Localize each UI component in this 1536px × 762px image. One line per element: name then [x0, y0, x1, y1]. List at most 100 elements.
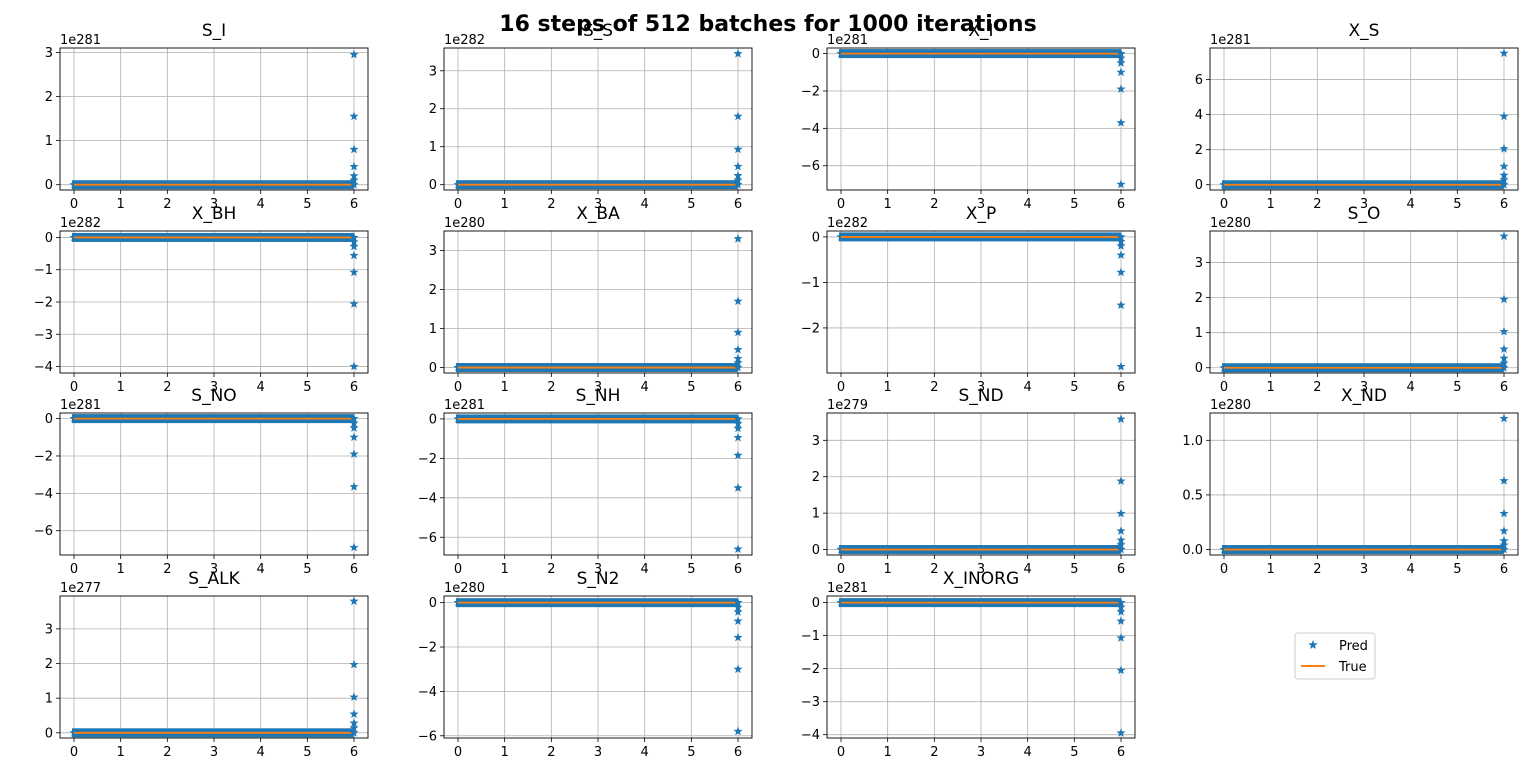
x-tick-label: 0 — [837, 197, 845, 212]
pred-point — [1116, 300, 1126, 310]
axes-frame — [826, 595, 1136, 739]
x-tick-label: 3 — [1360, 380, 1368, 395]
x-tick-label: 0 — [454, 380, 462, 395]
subplot-title: S_ALK — [188, 569, 240, 589]
subplot-title: S_O — [1348, 204, 1381, 224]
x-tick-label: 5 — [303, 562, 311, 577]
pred-point — [733, 48, 743, 58]
x-tick-label: 3 — [210, 745, 218, 760]
y-offset-label: 1e280 — [444, 581, 485, 596]
x-tick-label: 1 — [884, 197, 892, 212]
x-tick-label: 4 — [641, 380, 649, 395]
y-tick-label: 0 — [429, 596, 437, 611]
x-tick-label: 1 — [1267, 197, 1275, 212]
x-tick-label: 1 — [117, 197, 125, 212]
subplot-x-inorg: 0 1 2 3 4 5 6 0 −1 −2 −3 −4 1e281 X_INORG — [801, 569, 1136, 760]
x-tick-label: 5 — [1070, 745, 1078, 760]
axes-frame — [826, 47, 1136, 191]
pred-point — [1499, 544, 1509, 554]
pred-point — [1499, 540, 1509, 550]
pred-point — [1116, 414, 1126, 424]
subplot-title: X_P — [966, 204, 996, 224]
y-tick-label: −2 — [34, 449, 53, 464]
x-tick-label: 0 — [454, 197, 462, 212]
pred-point — [1116, 616, 1126, 625]
pred-point — [1499, 526, 1509, 535]
subplot-title: X_S — [1349, 21, 1380, 41]
x-tick-label: 4 — [1407, 562, 1415, 577]
subplot-x-nd: 0 1 2 3 4 5 6 0.0 0.5 1.0 1e280 X_ND — [1182, 386, 1519, 577]
x-tick-label: 5 — [1070, 197, 1078, 212]
pred-point — [1116, 232, 1126, 241]
axes-frame — [1209, 47, 1519, 191]
x-tick-label: 0 — [454, 745, 462, 760]
y-tick-label: −2 — [801, 662, 820, 677]
y-tick-label: 0.0 — [1182, 543, 1203, 558]
x-tick-label: 6 — [1500, 562, 1508, 577]
x-tick-label: 2 — [547, 197, 555, 212]
pred-point — [1499, 111, 1509, 121]
x-tick-label: 0 — [1220, 380, 1228, 395]
x-tick-label: 6 — [734, 562, 742, 577]
y-offset-label: 1e282 — [60, 216, 101, 231]
pred-point — [733, 327, 743, 337]
pred-point — [1116, 665, 1126, 675]
x-tick-label: 0 — [837, 380, 845, 395]
y-tick-label: 1 — [812, 507, 820, 522]
pred-point — [349, 179, 359, 189]
x-tick-label: 3 — [977, 197, 985, 212]
x-tick-label: 3 — [1360, 562, 1368, 577]
pred-point — [733, 616, 743, 625]
y-tick-label: 2 — [1195, 291, 1203, 306]
pred-point — [349, 659, 359, 669]
x-tick-label: 1 — [501, 562, 509, 577]
pred-point — [349, 723, 359, 732]
x-tick-label: 1 — [501, 197, 509, 212]
y-tick-label: 2 — [429, 102, 437, 117]
y-tick-label: 3 — [1195, 256, 1203, 271]
x-tick-label: 3 — [210, 380, 218, 395]
x-tick-label: 4 — [1024, 562, 1032, 577]
pred-point — [733, 353, 743, 363]
pred-point — [733, 161, 743, 171]
pred-point — [733, 726, 743, 736]
pred-point — [349, 144, 359, 154]
x-tick-label: 1 — [501, 745, 509, 760]
subplot-s-nd: 0 1 2 3 4 5 6 0 1 2 3 1e279 S_ND — [812, 386, 1136, 577]
x-tick-label: 6 — [1117, 745, 1125, 760]
y-tick-label: −4 — [801, 728, 820, 743]
subplot-s-n2: 0 1 2 3 4 5 6 0 −2 −4 −6 1e280 S_N2 — [418, 569, 753, 760]
legend-true-label: True — [1338, 660, 1367, 675]
pred-point — [733, 483, 743, 492]
pred-point — [1116, 179, 1126, 189]
x-tick-label: 1 — [884, 745, 892, 760]
pred-point — [733, 362, 743, 372]
subplot-s-nh: 0 1 2 3 4 5 6 0 −2 −4 −6 1e281 S_NH — [418, 386, 753, 577]
x-tick-label: 3 — [977, 745, 985, 760]
pred-point — [733, 144, 743, 154]
pred-point — [1499, 353, 1509, 363]
y-offset-label: 1e281 — [1210, 33, 1251, 48]
pred-point — [349, 161, 359, 171]
subplot-title: S_NO — [191, 386, 236, 406]
x-tick-label: 2 — [930, 745, 938, 760]
axes-frame — [443, 595, 753, 739]
x-tick-label: 4 — [257, 745, 265, 760]
y-offset-label: 1e279 — [827, 398, 868, 413]
legend-pred-label: Pred — [1339, 639, 1368, 654]
pred-point — [733, 418, 743, 428]
x-tick-label: 3 — [594, 562, 602, 577]
y-tick-label: −4 — [418, 685, 437, 700]
pred-point — [1116, 117, 1126, 127]
x-tick-label: 5 — [303, 197, 311, 212]
x-tick-label: 0 — [1220, 197, 1228, 212]
pred-point — [349, 718, 359, 727]
x-tick-label: 2 — [930, 562, 938, 577]
pred-point — [349, 49, 359, 59]
y-tick-label: 0 — [812, 230, 820, 245]
x-tick-label: 3 — [594, 745, 602, 760]
pred-point — [1499, 48, 1509, 58]
y-tick-label: 2 — [1195, 143, 1203, 158]
